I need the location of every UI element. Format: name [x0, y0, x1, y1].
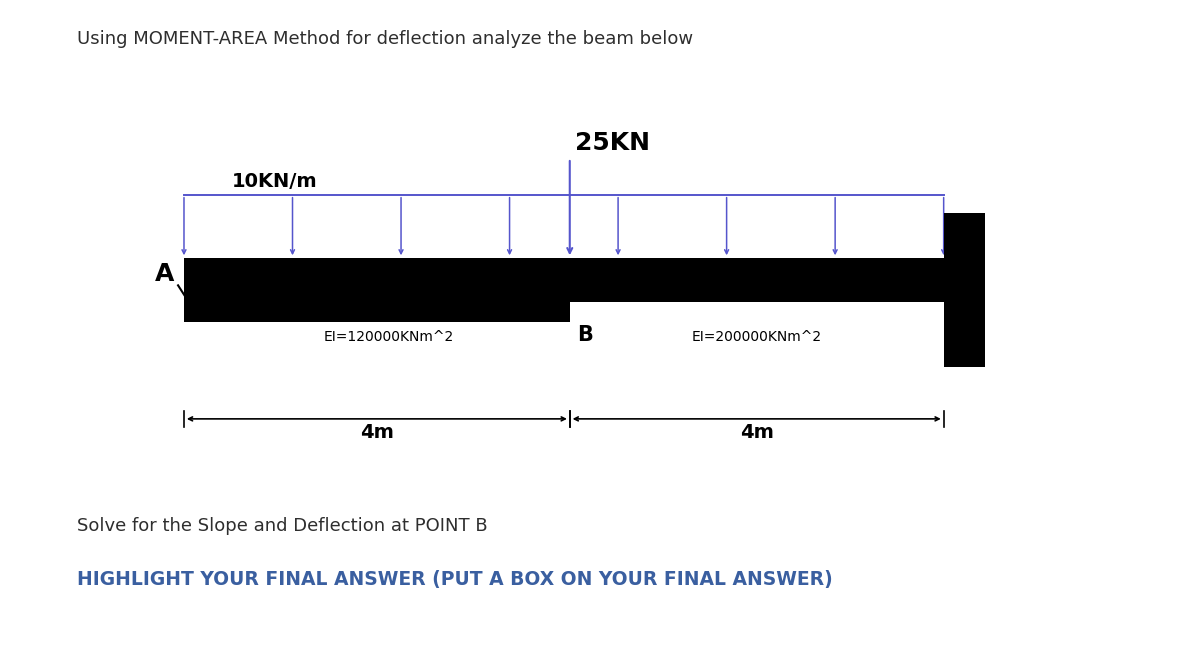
- Text: EI=200000KNm^2: EI=200000KNm^2: [692, 330, 821, 344]
- Bar: [570, 258, 944, 302]
- Text: HIGHLIGHT YOUR FINAL ANSWER (PUT A BOX ON YOUR FINAL ANSWER): HIGHLIGHT YOUR FINAL ANSWER (PUT A BOX O…: [77, 570, 833, 589]
- Text: C: C: [947, 279, 963, 299]
- Text: Using MOMENT-AREA Method for deflection analyze the beam below: Using MOMENT-AREA Method for deflection …: [77, 30, 693, 48]
- Bar: [944, 213, 985, 367]
- Text: EI=120000KNm^2: EI=120000KNm^2: [324, 330, 453, 344]
- Text: A: A: [155, 262, 174, 286]
- Text: B: B: [577, 325, 592, 346]
- Text: 25KN: 25KN: [575, 131, 649, 155]
- Text: 4m: 4m: [360, 423, 394, 442]
- Text: Solve for the Slope and Deflection at POINT B: Solve for the Slope and Deflection at PO…: [77, 517, 488, 535]
- Bar: [184, 258, 570, 322]
- Text: 10KN/m: 10KN/m: [231, 173, 317, 191]
- Text: 4m: 4m: [740, 423, 774, 442]
